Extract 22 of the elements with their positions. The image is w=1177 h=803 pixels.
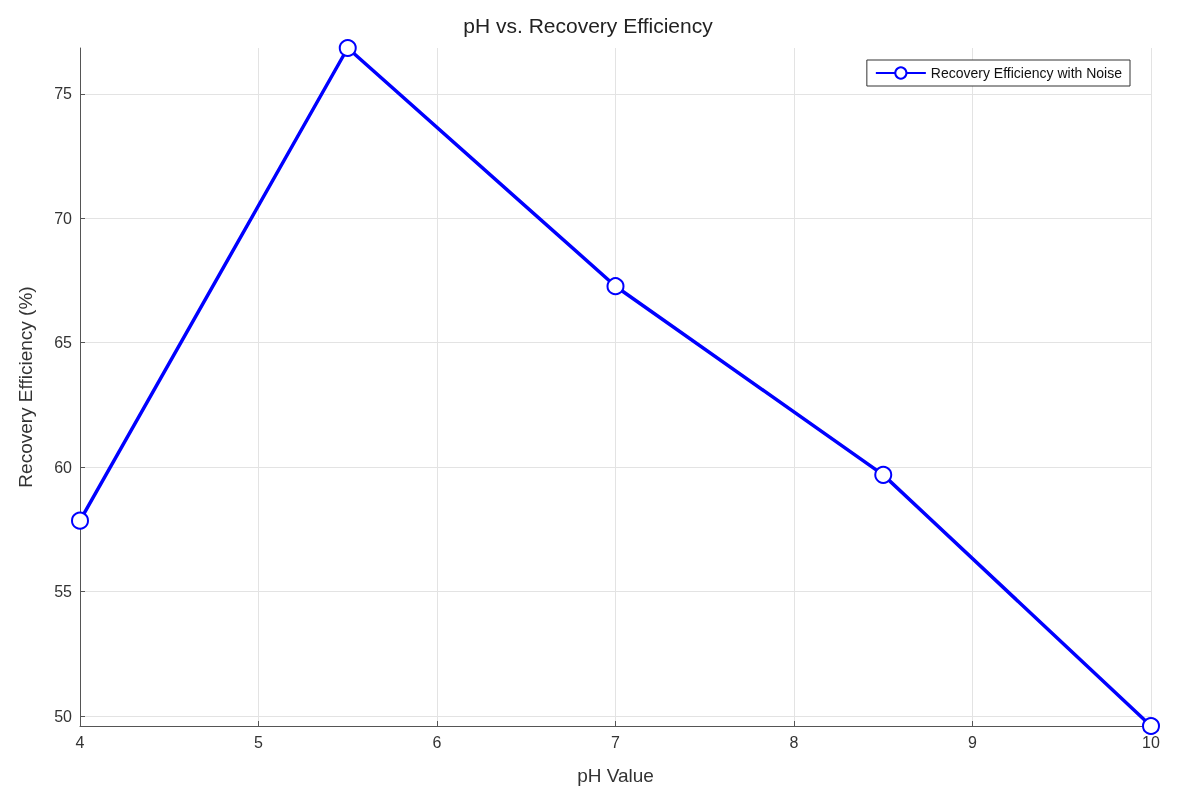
point — [1142, 717, 1160, 735]
y-tick-label: 60 — [54, 458, 73, 476]
y-tick-label: 70 — [54, 209, 73, 227]
x-tick-label: 7 — [611, 733, 621, 751]
legend-label: Recovery Efficiency with Noise — [930, 65, 1123, 81]
y-tick-label: 75 — [54, 85, 73, 103]
x-axis-title: pH Value — [577, 765, 654, 786]
x-tick-label: 6 — [432, 733, 442, 751]
x-tick-label: 9 — [968, 733, 978, 751]
point — [338, 39, 357, 57]
point — [71, 511, 89, 530]
point — [606, 277, 625, 296]
y-tick-label: 55 — [54, 583, 73, 601]
point — [874, 465, 893, 484]
x-tick-label: 5 — [254, 733, 264, 751]
x-tick-label: 10 — [1142, 733, 1160, 751]
chart-title: pH vs. Recovery Efficiency — [463, 14, 714, 37]
y-tick-label: 65 — [54, 334, 73, 352]
y-axis-title: Recovery Efficiency (%) — [15, 286, 36, 488]
y-tick-label: 50 — [54, 707, 73, 725]
x-tick-label: 4 — [75, 733, 85, 751]
x-tick-label: 8 — [789, 733, 799, 751]
